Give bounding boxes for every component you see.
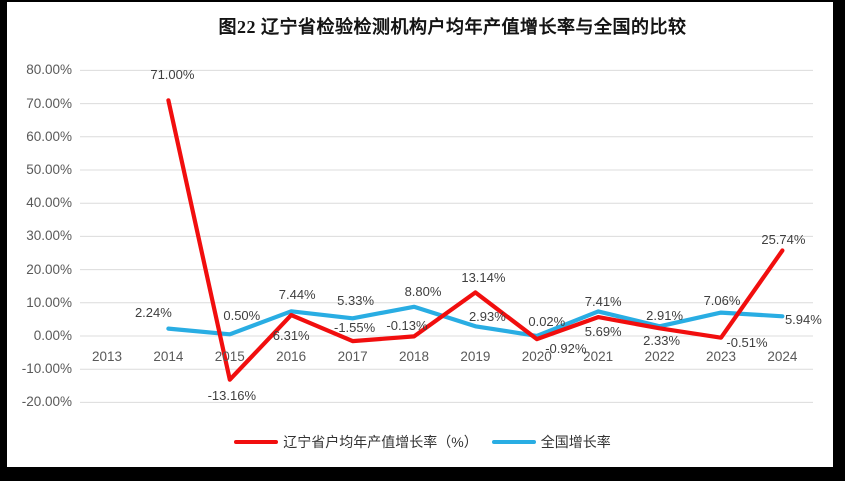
x-axis-label: 2015 (214, 349, 245, 364)
y-axis-tick: -20.00% (21, 394, 72, 410)
legend: 辽宁省户均年产值增长率（%） 全国增长率 (0, 432, 845, 452)
y-axis-tick: 30.00% (26, 228, 72, 244)
x-axis-label: 2023 (705, 349, 737, 364)
data-label: 13.14% (461, 270, 506, 286)
y-axis-tick: 40.00% (26, 195, 72, 211)
y-axis-tick: 70.00% (26, 95, 72, 111)
chart-title: 图22 辽宁省检验检测机构户均年产值增长率与全国的比较 (218, 17, 687, 37)
x-axis-label: 2020 (521, 349, 552, 364)
x-axis-label: 2017 (337, 349, 368, 364)
liaoning-series-line (166, 98, 785, 382)
x-axis-label: 2018 (398, 349, 430, 364)
data-label: -1.55% (333, 320, 376, 336)
x-axis-label: 2016 (276, 349, 307, 364)
x-axis-label: 2013 (91, 349, 123, 364)
data-label: 2.93% (468, 309, 506, 325)
data-label: 5.94% (784, 312, 822, 328)
data-label: 7.06% (703, 292, 741, 308)
x-axis-label: 2022 (644, 349, 675, 364)
x-axis-label: 2024 (767, 349, 798, 364)
chart-canvas (7, 2, 833, 467)
data-label: 7.41% (584, 294, 622, 310)
data-label: 0.02% (528, 313, 566, 329)
data-label: -0.51% (726, 334, 768, 350)
data-label: 2.33% (643, 333, 681, 349)
y-axis-tick: 50.00% (26, 162, 72, 177)
legend-item-national: 全国增长率 (491, 432, 611, 452)
y-axis-tick: 0.00% (33, 328, 72, 343)
x-axis-label: 2019 (460, 349, 491, 364)
y-axis-tick: 60.00% (26, 128, 72, 144)
data-label: -0.13% (386, 318, 428, 334)
legend-item-liaoning: 辽宁省户均年产值增长率（%） (234, 432, 478, 452)
legend-label-liaoning: 辽宁省户均年产值增长率（%） (283, 434, 478, 450)
data-label: 0.50% (223, 308, 261, 324)
y-axis-tick: 10.00% (26, 294, 72, 310)
data-label: -0.92% (545, 341, 587, 357)
x-axis-label: 2021 (583, 349, 614, 364)
data-label: 8.80% (404, 283, 442, 299)
y-axis-tick: 80.00% (26, 62, 72, 78)
national-series-line (166, 304, 785, 338)
data-label: 2.24% (134, 304, 172, 320)
data-label: 5.69% (584, 324, 622, 340)
legend-line-swatch-national (491, 440, 536, 444)
y-axis-tick: 20.00% (26, 261, 72, 277)
x-axis-label: 2014 (153, 349, 184, 364)
y-axis-tick: -10.00% (21, 361, 72, 377)
data-label: 7.44% (278, 287, 316, 303)
data-label: 25.74% (761, 231, 806, 247)
data-label: 2.91% (646, 308, 684, 324)
data-label: 6.31% (272, 328, 310, 344)
legend-label-national: 全国增长率 (540, 434, 611, 450)
data-label: 71.00% (150, 67, 195, 83)
data-label: 5.33% (337, 293, 375, 309)
legend-line-swatch-liaoning (234, 440, 279, 444)
data-label: -13.16% (207, 387, 256, 403)
